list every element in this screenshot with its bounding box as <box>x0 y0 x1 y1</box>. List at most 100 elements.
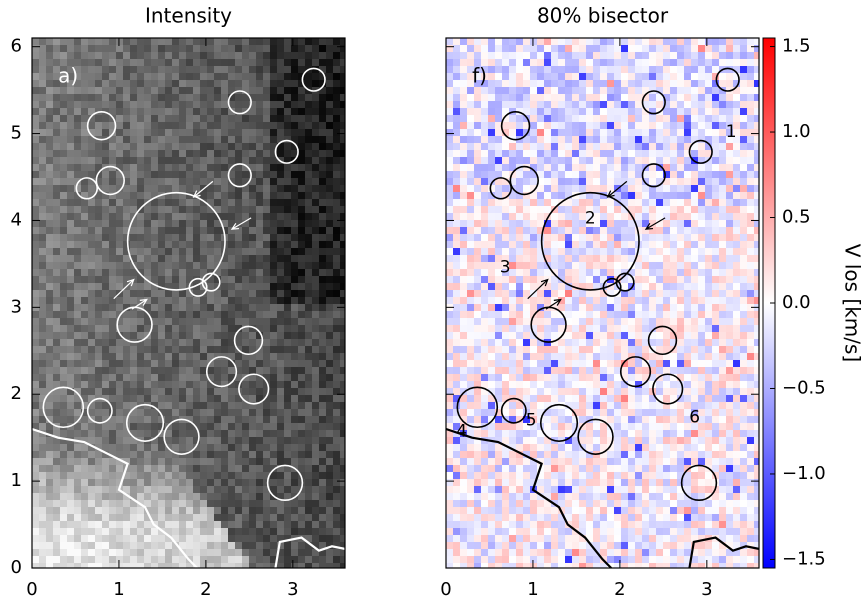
pixel <box>249 367 257 375</box>
pixel <box>537 164 545 172</box>
pixel <box>312 339 320 347</box>
pixel <box>256 206 264 214</box>
pixel <box>228 185 236 193</box>
pixel <box>158 143 166 151</box>
pixel <box>179 171 187 179</box>
pixel <box>460 185 468 193</box>
pixel <box>284 234 292 242</box>
pixel <box>186 73 194 81</box>
pixel <box>214 416 222 424</box>
pixel <box>88 430 96 438</box>
pixel <box>277 542 285 550</box>
pixel <box>130 101 138 109</box>
pixel <box>305 164 313 172</box>
pixel <box>453 164 461 172</box>
pixel <box>270 115 278 123</box>
pixel <box>102 346 110 354</box>
pixel <box>579 87 587 95</box>
pixel <box>656 101 664 109</box>
pixel <box>670 206 678 214</box>
pixel <box>305 556 313 564</box>
pixel <box>502 52 510 60</box>
pixel <box>495 262 503 270</box>
pixel <box>319 563 327 568</box>
pixel <box>88 227 96 235</box>
circle-marker <box>95 165 125 196</box>
pixel <box>67 297 75 305</box>
pixel <box>340 150 345 158</box>
pixel <box>467 38 475 46</box>
pixel <box>551 108 559 116</box>
pixel <box>523 199 531 207</box>
pixel <box>32 549 40 557</box>
pixel <box>144 241 152 249</box>
pixel <box>586 269 594 277</box>
pixel <box>221 283 229 291</box>
pixel <box>242 542 250 550</box>
pixel <box>39 444 47 452</box>
pixel <box>144 493 152 501</box>
pixel <box>607 220 615 228</box>
pixel <box>312 563 320 568</box>
pixel <box>228 542 236 550</box>
pixel <box>565 101 573 109</box>
pixel <box>453 192 461 200</box>
pixel <box>642 101 650 109</box>
pixel <box>305 38 313 46</box>
pixel <box>502 45 510 53</box>
pixel <box>207 542 215 550</box>
pixel <box>319 346 327 354</box>
pixel <box>705 38 713 46</box>
pixel <box>95 479 103 487</box>
pixel <box>193 339 201 347</box>
pixel <box>109 430 117 438</box>
pixel <box>488 136 496 144</box>
pixel <box>516 262 524 270</box>
pixel <box>488 227 496 235</box>
pixel <box>81 45 89 53</box>
pixel <box>551 234 559 242</box>
pixel <box>221 486 229 494</box>
pixel <box>249 318 257 326</box>
pixel <box>719 171 727 179</box>
pixel <box>186 493 194 501</box>
pixel <box>705 213 713 221</box>
pixel <box>165 388 173 396</box>
pixel <box>74 157 82 165</box>
pixel <box>551 150 559 158</box>
pixel <box>158 402 166 410</box>
pixel <box>635 94 643 102</box>
pixel <box>284 136 292 144</box>
pixel <box>207 178 215 186</box>
pixel <box>298 164 306 172</box>
pixel <box>109 549 117 557</box>
pixel <box>221 199 229 207</box>
pixel <box>312 346 320 354</box>
pixel <box>235 234 243 242</box>
pixel <box>544 115 552 123</box>
pixel <box>663 108 671 116</box>
pixel <box>186 374 194 382</box>
pixel <box>109 94 117 102</box>
pixel <box>298 542 306 550</box>
pixel <box>677 136 685 144</box>
pixel <box>137 549 145 557</box>
pixel <box>256 178 264 186</box>
pixel <box>67 528 75 536</box>
pixel <box>102 241 110 249</box>
pixel <box>698 234 706 242</box>
pixel <box>53 416 61 424</box>
pixel <box>235 486 243 494</box>
pixel <box>74 388 82 396</box>
pixel <box>284 66 292 74</box>
pixel <box>207 143 215 151</box>
pixel <box>263 143 271 151</box>
pixel <box>214 360 222 368</box>
pixel <box>502 255 510 263</box>
pixel <box>228 395 236 403</box>
pixel <box>179 283 187 291</box>
pixel <box>158 269 166 277</box>
pixel <box>537 178 545 186</box>
pixel <box>130 507 138 515</box>
pixel <box>565 150 573 158</box>
